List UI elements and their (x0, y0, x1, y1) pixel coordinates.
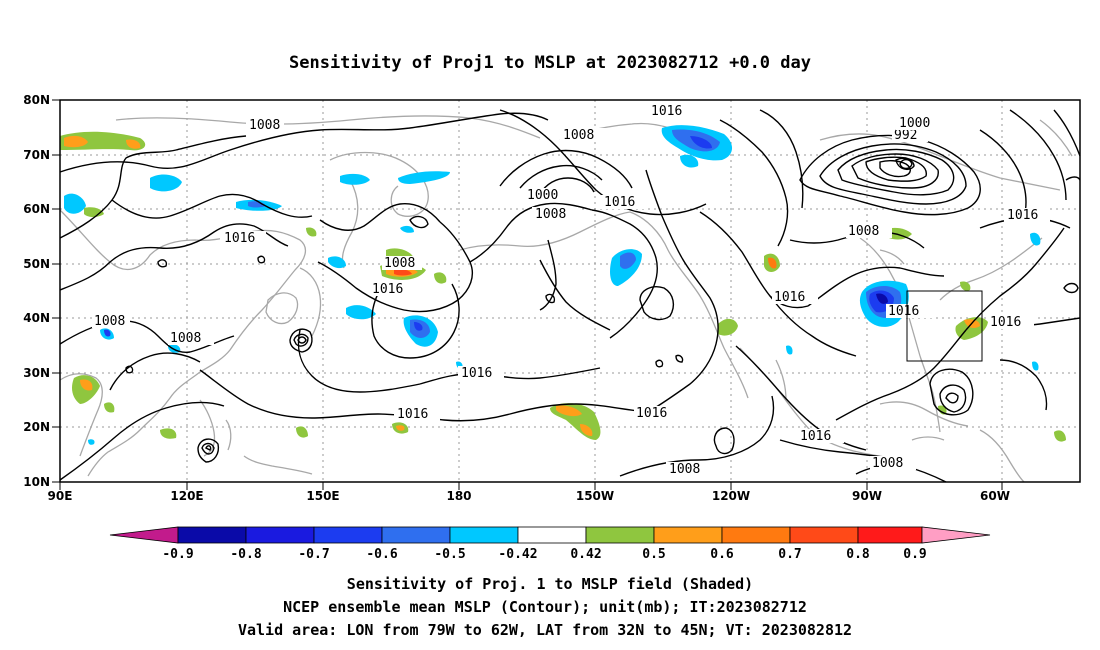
colorbar-segment (381, 526, 451, 544)
map-frame (59, 99, 1081, 483)
colorbar-segment (653, 526, 723, 544)
colorbar-segment (721, 526, 791, 544)
colorbar-segment (789, 526, 859, 544)
lon-label: 120W (712, 489, 750, 503)
contour-label: 1016 (800, 429, 831, 444)
lat-label: 70N (23, 148, 50, 162)
caption-line-1: Sensitivity of Proj. 1 to MSLP field (Sh… (347, 575, 753, 593)
latitude-labels: 80N 70N 60N 50N 40N 30N 20N 10N (23, 93, 50, 489)
lat-label: 60N (23, 202, 50, 216)
colorbar-label: 0.9 (903, 547, 926, 562)
contour-label: 1016 (651, 104, 682, 119)
contour-label: 992 (894, 128, 917, 143)
colorbar-segment (857, 526, 923, 544)
lat-label: 20N (23, 420, 50, 434)
colorbar-segment (177, 526, 247, 544)
colorbar-label: -0.5 (434, 547, 465, 562)
lon-label: 60W (980, 489, 1010, 503)
colorbar-label: -0.6 (366, 547, 397, 562)
contour-labels: 1008 1008 1016 1016 1008 1000 992 1016 1… (92, 104, 1050, 477)
lat-label: 30N (23, 366, 50, 380)
contour-label: 1008 (249, 118, 280, 133)
lon-label: 90W (852, 489, 882, 503)
colorbar-segment (585, 526, 655, 544)
contour-label: 1016 (888, 304, 919, 319)
colorbar-label: 0.6 (710, 547, 734, 562)
colorbar-label: 0.8 (846, 547, 870, 562)
contour-label: 1008 (535, 207, 566, 222)
colorbar-label: -0.8 (230, 547, 261, 562)
lat-label: 40N (23, 311, 50, 325)
lon-label: 180 (446, 489, 471, 503)
colorbar-label: 0.42 (570, 547, 601, 562)
valid-area-box (906, 290, 983, 362)
colorbar-segment (245, 526, 315, 544)
lon-label: 150W (576, 489, 614, 503)
contour-label: 1000 (899, 116, 930, 131)
lat-label: 10N (23, 475, 50, 489)
contour-label: 1016 (397, 407, 428, 422)
colorbar-segment (517, 526, 587, 544)
colorbar-label: -0.42 (498, 547, 537, 562)
contour-label: 1016 (1007, 208, 1038, 223)
contour-label: 1000 (527, 188, 558, 203)
contour-label: 1008 (872, 456, 903, 471)
contour-label: 1016 (461, 366, 492, 381)
contour-label: 1008 (563, 128, 594, 143)
colorbar-label: -0.9 (162, 547, 193, 562)
map-panel: 1008 1008 1016 1016 1008 1000 992 1016 1… (23, 93, 1081, 503)
contour-label: 1016 (224, 231, 255, 246)
caption-line-2: NCEP ensemble mean MSLP (Contour); unit(… (283, 598, 807, 616)
axis-ticks (52, 99, 1003, 490)
lat-label: 50N (23, 257, 50, 271)
colorbar-segment (449, 526, 519, 544)
contour-label: 1008 (669, 462, 700, 477)
caption-line-3: Valid area: LON from 79W to 62W, LAT fro… (238, 621, 852, 639)
contour-label: 1008 (384, 256, 415, 271)
contour-label: 1016 (372, 282, 403, 297)
contour-label: 1008 (94, 314, 125, 329)
lon-label: 150E (306, 489, 339, 503)
colorbar-label: -0.7 (298, 547, 329, 562)
lon-label: 90E (48, 489, 73, 503)
longitude-labels: 90E 120E 150E 180 150W 120W 90W 60W (48, 489, 1010, 503)
colorbar-under-triangle (109, 526, 179, 544)
contour-label: 1016 (990, 315, 1021, 330)
figure-title: Sensitivity of Proj1 to MSLP at 20230827… (289, 53, 811, 73)
contour-label: 1008 (848, 224, 879, 239)
colorbar-over-triangle (921, 526, 991, 544)
caption: Sensitivity of Proj. 1 to MSLP field (Sh… (238, 575, 852, 639)
colorbar-segment (313, 526, 383, 544)
contour-label: 1016 (604, 195, 635, 210)
contour-label: 1016 (774, 290, 805, 305)
contour-label: 1016 (636, 406, 667, 421)
lat-label: 80N (23, 93, 50, 107)
contour-label: 1008 (170, 331, 201, 346)
colorbar-label: 0.7 (778, 547, 801, 562)
colorbar-label: 0.5 (642, 547, 665, 562)
lon-label: 120E (170, 489, 203, 503)
colorbar: -0.9 -0.8 -0.7 -0.6 -0.5 -0.42 0.42 0.5 … (109, 526, 991, 562)
